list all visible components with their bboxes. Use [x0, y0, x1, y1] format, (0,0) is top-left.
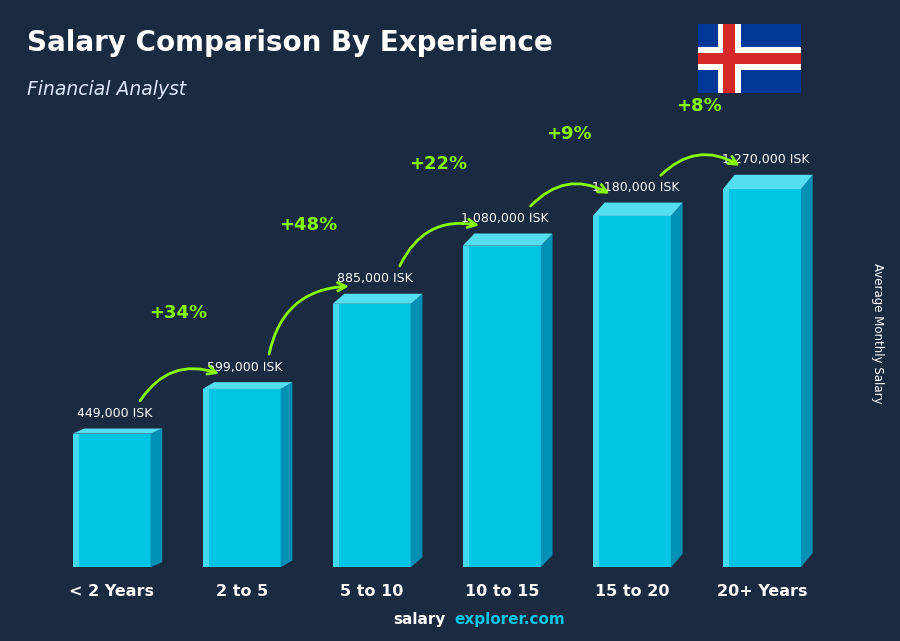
Bar	[73, 433, 79, 567]
Text: +48%: +48%	[279, 216, 338, 234]
Text: +22%: +22%	[410, 156, 468, 174]
Polygon shape	[593, 203, 682, 216]
Text: +34%: +34%	[149, 304, 207, 322]
Bar	[698, 53, 801, 64]
Polygon shape	[150, 429, 162, 567]
Bar	[333, 304, 339, 567]
Polygon shape	[73, 429, 162, 433]
Text: salary: salary	[393, 612, 446, 627]
Bar	[717, 24, 741, 93]
Text: 449,000 ISK: 449,000 ISK	[77, 407, 153, 420]
Polygon shape	[463, 233, 553, 246]
Text: 1,180,000 ISK: 1,180,000 ISK	[591, 181, 680, 194]
Text: +9%: +9%	[545, 124, 591, 142]
Bar	[333, 304, 410, 567]
Bar	[202, 389, 281, 567]
Bar	[463, 246, 469, 567]
Polygon shape	[202, 382, 292, 389]
Text: Salary Comparison By Experience: Salary Comparison By Experience	[27, 29, 553, 57]
Bar	[202, 389, 209, 567]
Text: Average Monthly Salary: Average Monthly Salary	[871, 263, 884, 404]
Bar	[73, 433, 150, 567]
Bar	[463, 246, 541, 567]
Text: explorer.com: explorer.com	[454, 612, 565, 627]
Polygon shape	[801, 175, 813, 567]
Text: 599,000 ISK: 599,000 ISK	[207, 361, 283, 374]
Bar	[698, 47, 801, 70]
Polygon shape	[723, 175, 813, 189]
Text: +8%: +8%	[676, 97, 722, 115]
Text: 885,000 ISK: 885,000 ISK	[338, 272, 413, 285]
Bar	[723, 189, 729, 567]
Polygon shape	[541, 233, 553, 567]
Polygon shape	[281, 382, 292, 567]
Bar	[724, 24, 735, 93]
Text: Financial Analyst: Financial Analyst	[27, 80, 186, 99]
Polygon shape	[410, 294, 422, 567]
Text: 1,080,000 ISK: 1,080,000 ISK	[462, 212, 549, 225]
Bar	[593, 216, 670, 567]
Polygon shape	[670, 203, 682, 567]
Bar	[723, 189, 801, 567]
Polygon shape	[333, 294, 422, 304]
Text: 1,270,000 ISK: 1,270,000 ISK	[722, 153, 809, 167]
Bar	[593, 216, 599, 567]
